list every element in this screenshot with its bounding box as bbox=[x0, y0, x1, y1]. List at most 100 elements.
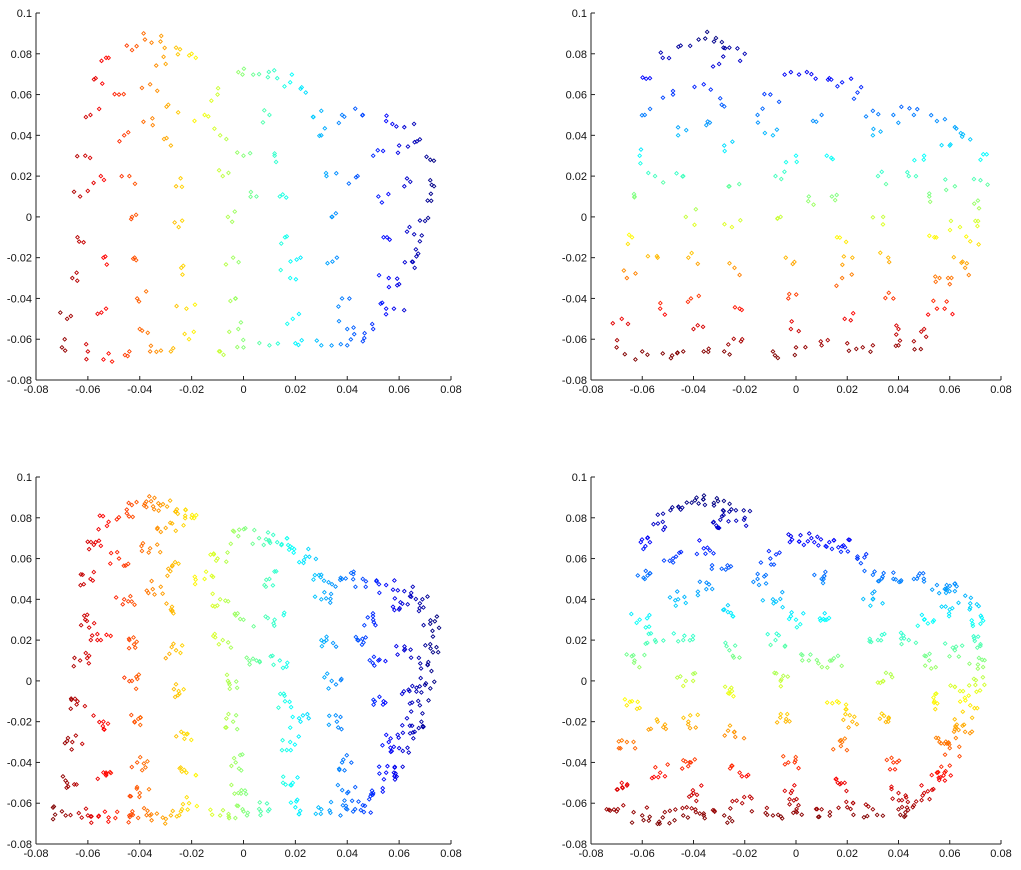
data-point bbox=[96, 719, 102, 725]
data-point bbox=[147, 813, 153, 818]
data-point bbox=[60, 773, 66, 779]
data-point bbox=[947, 763, 953, 769]
data-point bbox=[871, 126, 876, 132]
data-point bbox=[654, 253, 660, 259]
y-tick-label: 0.06 bbox=[566, 554, 587, 566]
data-point bbox=[271, 67, 277, 73]
data-point bbox=[133, 257, 139, 263]
data-point bbox=[615, 787, 621, 792]
data-point bbox=[702, 502, 708, 508]
data-point bbox=[79, 741, 85, 747]
data-point bbox=[645, 170, 651, 176]
data-point bbox=[124, 43, 130, 49]
data-point bbox=[395, 150, 401, 156]
data-point bbox=[782, 169, 787, 175]
x-tick-label: 0.02 bbox=[285, 384, 306, 396]
data-point bbox=[774, 127, 780, 133]
data-point bbox=[230, 255, 236, 261]
data-point bbox=[901, 635, 907, 641]
data-point bbox=[368, 810, 374, 816]
data-point bbox=[739, 307, 745, 313]
data-point bbox=[164, 135, 170, 141]
data-point bbox=[947, 588, 953, 594]
data-point bbox=[405, 601, 411, 607]
data-point bbox=[890, 570, 896, 576]
data-point bbox=[674, 350, 680, 356]
data-point bbox=[739, 800, 745, 806]
data-point bbox=[741, 507, 747, 513]
data-point bbox=[344, 752, 350, 758]
data-point bbox=[220, 637, 226, 643]
data-point bbox=[404, 715, 410, 721]
data-point bbox=[344, 342, 350, 348]
data-point bbox=[879, 711, 885, 717]
data-point bbox=[124, 510, 130, 516]
y-tick-label: 0 bbox=[581, 212, 587, 224]
data-point bbox=[383, 582, 389, 588]
data-point bbox=[90, 578, 96, 584]
data-point bbox=[420, 710, 425, 716]
data-point bbox=[662, 722, 668, 727]
data-point bbox=[616, 738, 622, 744]
data-point bbox=[129, 502, 135, 508]
y-tick-label: 0.06 bbox=[566, 90, 587, 102]
data-point bbox=[879, 169, 885, 175]
data-point bbox=[692, 84, 697, 90]
data-point bbox=[896, 758, 902, 764]
data-point bbox=[101, 770, 106, 775]
data-point bbox=[322, 125, 328, 131]
data-point bbox=[789, 318, 795, 324]
data-point bbox=[372, 698, 378, 704]
data-point bbox=[967, 702, 973, 708]
data-point bbox=[95, 814, 101, 820]
data-point bbox=[280, 192, 286, 197]
data-point bbox=[134, 499, 139, 505]
data-point bbox=[106, 519, 112, 525]
data-point bbox=[211, 552, 217, 557]
x-tick-label: -0.06 bbox=[75, 384, 100, 396]
data-point bbox=[782, 788, 788, 794]
x-tick-label: 0.08 bbox=[990, 848, 1011, 860]
data-point bbox=[233, 712, 239, 718]
data-point bbox=[374, 578, 379, 584]
data-point bbox=[385, 191, 391, 197]
data-point bbox=[823, 543, 829, 549]
data-point bbox=[883, 719, 889, 725]
data-point bbox=[631, 191, 637, 197]
data-point bbox=[655, 774, 661, 780]
data-point bbox=[939, 142, 945, 148]
data-point bbox=[68, 696, 74, 702]
data-point bbox=[425, 198, 431, 204]
data-point bbox=[968, 595, 974, 601]
data-point bbox=[619, 784, 625, 790]
data-point bbox=[841, 542, 846, 548]
data-point bbox=[336, 318, 342, 324]
data-point bbox=[239, 787, 244, 793]
data-point bbox=[216, 167, 222, 173]
data-point bbox=[141, 761, 147, 766]
data-point bbox=[737, 306, 743, 312]
data-point bbox=[948, 683, 953, 689]
data-point bbox=[114, 549, 120, 555]
data-point bbox=[867, 639, 873, 644]
data-point bbox=[173, 681, 179, 687]
data-point bbox=[136, 672, 142, 678]
data-point bbox=[878, 637, 884, 643]
data-point bbox=[952, 581, 958, 587]
data-point bbox=[251, 527, 257, 533]
data-point bbox=[952, 647, 958, 653]
data-point bbox=[720, 607, 726, 613]
data-point bbox=[683, 600, 689, 606]
data-point bbox=[434, 614, 440, 619]
data-point bbox=[837, 738, 843, 744]
data-point bbox=[318, 596, 324, 602]
data-point bbox=[896, 342, 901, 348]
data-point bbox=[830, 156, 836, 162]
data-point bbox=[842, 711, 848, 717]
data-point bbox=[128, 712, 134, 718]
data-point bbox=[777, 715, 783, 720]
data-point bbox=[949, 605, 955, 611]
data-point bbox=[846, 725, 852, 730]
data-point bbox=[838, 743, 844, 749]
data-point bbox=[192, 581, 198, 587]
